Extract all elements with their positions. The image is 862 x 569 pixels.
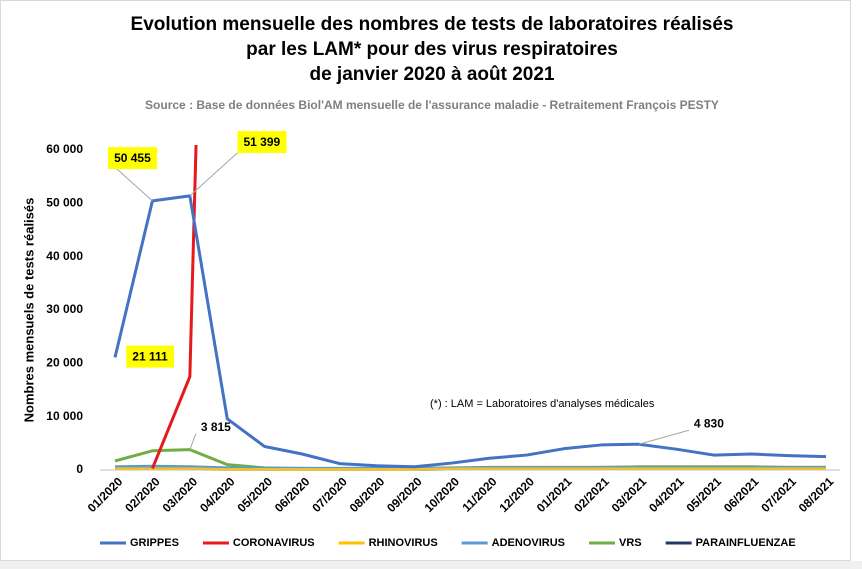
legend-label: VRS [619, 537, 642, 549]
data-label: 4 830 [694, 416, 724, 430]
leader-line [189, 433, 197, 450]
plot-area [113, 145, 827, 471]
y-tick-label: 0 [76, 462, 83, 476]
legend-label: PARAINFLUENZAE [696, 537, 796, 549]
series-line [115, 467, 826, 471]
label-box [237, 131, 287, 154]
y-tick-label: 10 000 [46, 409, 83, 423]
chart-title: par les LAM* pour des virus respiratoire… [246, 39, 618, 60]
chart-title: Evolution mensuelle des nombres de tests… [131, 14, 734, 35]
leader-line [638, 429, 690, 445]
y-axis-label: Nombres mensuels de tests réalisés [21, 198, 36, 423]
label-box [126, 345, 175, 368]
legend-label: RHINOVIRUS [369, 537, 438, 549]
legend-label: CORONAVIRUS [233, 537, 315, 549]
data-label: 51 399 [243, 135, 280, 149]
data-label: 50 455 [114, 151, 151, 165]
leader-line [189, 148, 243, 197]
window-edge [0, 561, 862, 569]
y-tick-label: 40 000 [46, 249, 83, 263]
y-tick-label: 30 000 [46, 302, 83, 316]
data-label: 3 815 [201, 420, 231, 434]
y-tick-label: 20 000 [46, 356, 83, 370]
series-line [113, 194, 827, 469]
chart-subtitle: Source : Base de données Biol'AM mensuel… [145, 98, 719, 112]
y-tick-label: 60 000 [46, 142, 83, 156]
label-box [108, 147, 158, 170]
note: (*) : LAM = Laboratoires d'analyses médi… [430, 398, 655, 410]
data-label: 21 111 [132, 350, 168, 364]
y-tick-label: 50 000 [46, 196, 83, 210]
legend-label: GRIPPES [130, 537, 179, 549]
legend-label: ADENOVIRUS [492, 537, 565, 549]
leader-line [112, 164, 153, 202]
chart-title: de janvier 2020 à août 2021 [309, 64, 554, 85]
